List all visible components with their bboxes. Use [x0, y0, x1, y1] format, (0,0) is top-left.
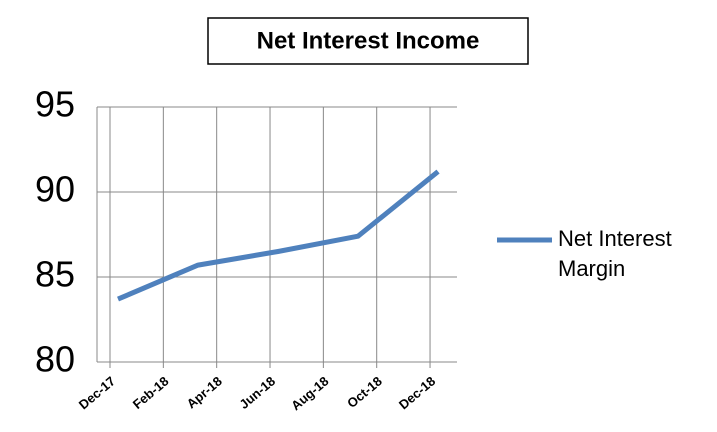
- series-line: [117, 169, 440, 302]
- y-tick-label: 80: [35, 339, 75, 380]
- legend-label: Net Interest Margin: [558, 226, 672, 281]
- y-tick-label: 90: [35, 169, 75, 210]
- title-box: [207, 17, 529, 65]
- chart-title: Net Interest Income: [257, 27, 480, 54]
- y-tick-label: 95: [35, 84, 75, 125]
- x-tick-label: Feb-18: [130, 373, 172, 411]
- y-tick-label: 85: [35, 254, 75, 295]
- x-tick-label: Apr-18: [184, 373, 225, 411]
- x-tick-label: Dec-18: [396, 373, 438, 412]
- x-tick-label: Aug-18: [288, 373, 331, 413]
- x-tick-label: Jun-18: [236, 373, 278, 411]
- x-tick-label: Oct-18: [344, 373, 385, 411]
- x-tick-label: Dec-17: [76, 373, 118, 412]
